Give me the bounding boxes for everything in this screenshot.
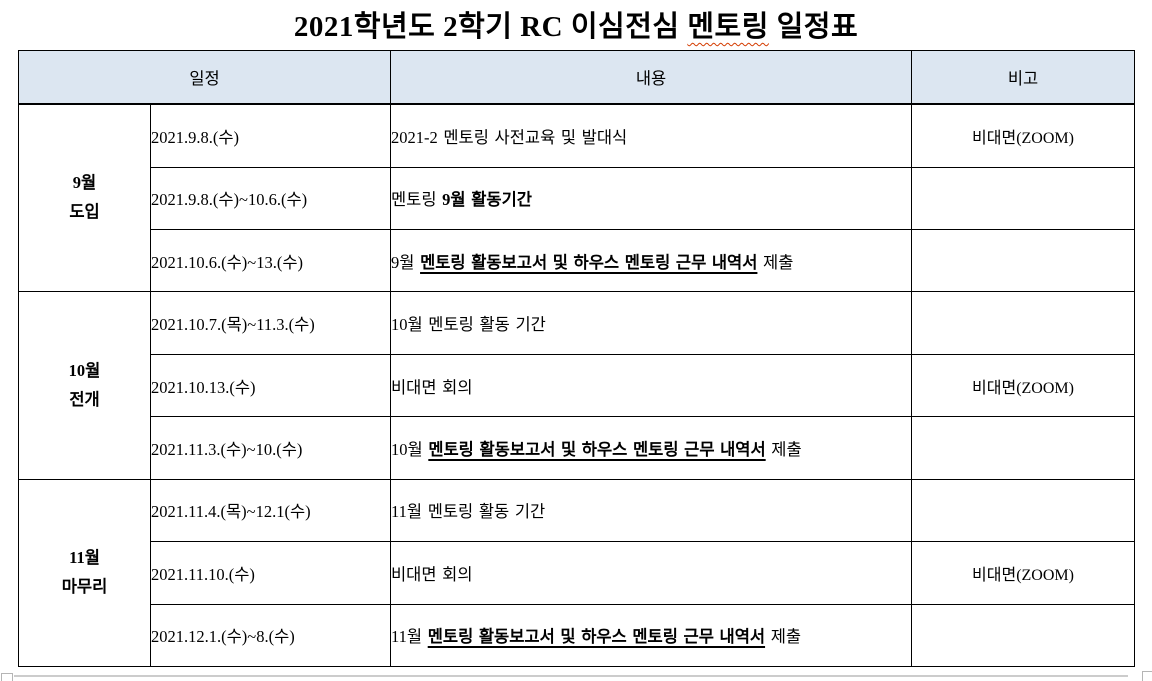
date-cell: 2021.9.8.(수)~10.6.(수) [150,166,391,231]
header-cell-note: 비고 [911,50,1135,105]
content-underlined: 멘토링 활동보고서 및 하우스 멘토링 근무 내역서 [428,439,766,459]
content-underlined: 멘토링 활동보고서 및 하우스 멘토링 근무 내역서 [427,627,766,647]
content-pre: 9월 [391,252,421,272]
title-prefix: 2021학년도 2학기 RC 이심전심 [293,11,688,43]
content-cell: 10월 멘토링 활동보고서 및 하우스 멘토링 근무 내역서 제출 [390,416,912,480]
phase-label: 도입 [69,201,100,221]
content-pre: 멘토링 [391,190,443,210]
content-cell: 11월 멘토링 활동 기간 [390,478,912,543]
content-post: 제출 [765,439,802,459]
content-pre: 2021-2 멘토링 사전교육 및 발대식 [391,127,628,147]
month-group-cell-october: 10월 전개 [18,291,151,480]
note-cell: 비대면(ZOOM) [911,541,1135,605]
date-cell: 2021.11.4.(목)~12.1(수) [150,478,391,543]
note-cell [911,478,1135,543]
date-cell: 2021.11.10.(수) [150,541,391,605]
content-pre: 비대면 회의 [391,564,473,584]
clipped-element-top-edge [14,675,1128,681]
note-cell [911,291,1135,355]
date-cell: 2021.10.13.(수) [150,353,391,418]
table-row: 2021.10.13.(수) 비대면 회의 비대면(ZOOM) [19,353,1135,418]
month-label: 9월 [72,173,97,193]
note-cell [911,229,1135,293]
header-row: 일정 내용 비고 [18,50,1135,105]
content-underlined: 멘토링 활동보고서 및 하우스 멘토링 근무 내역서 [420,252,758,272]
clipped-corner-right [1142,671,1152,681]
content-pre: 11월 [391,627,428,647]
phase-label: 마무리 [61,576,108,596]
table-row: 9월 도입 2021.9.8.(수) 2021-2 멘토링 사전교육 및 발대식… [18,102,1135,293]
header-cell-content: 내용 [390,50,912,105]
note-cell [911,603,1135,667]
content-pre: 10월 [391,439,429,459]
date-cell: 2021.12.1.(수)~8.(수) [150,603,391,667]
table-row: 2021.12.1.(수)~8.(수) 11월 멘토링 활동보고서 및 하우스 … [19,603,1135,667]
title-suffix: 일정표 [768,11,859,43]
date-cell: 2021.11.3.(수)~10.(수) [150,416,391,480]
month-label: 10월 [68,360,101,380]
phase-label: 전개 [69,389,100,409]
content-cell: 2021-2 멘토링 사전교육 및 발대식 [390,103,912,168]
date-cell: 2021.10.7.(목)~11.3.(수) [150,291,391,355]
note-cell: 비대면(ZOOM) [911,353,1135,418]
content-cell: 9월 멘토링 활동보고서 및 하우스 멘토링 근무 내역서 제출 [390,229,912,293]
content-pre: 비대면 회의 [391,377,473,397]
table-row: 2021.11.3.(수)~10.(수) 10월 멘토링 활동보고서 및 하우스… [19,416,1135,480]
table-row: 2021.10.6.(수)~13.(수) 9월 멘토링 활동보고서 및 하우스 … [19,229,1135,293]
content-cell: 비대면 회의 [390,353,912,418]
note-cell: 비대면(ZOOM) [911,103,1135,168]
month-group-cell-november: 11월 마무리 [18,478,151,668]
table-row: 10월 전개 2021.10.7.(목)~11.3.(수) 10월 멘토링 활동… [18,291,1135,480]
content-cell: 비대면 회의 [390,541,912,605]
note-cell [911,416,1135,480]
schedule-table: 일정 내용 비고 9월 도입 2021.9.8.(수) 2021-2 멘토링 사… [18,50,1135,668]
content-post: 제출 [765,627,802,647]
table-row: 2021.9.8.(수)~10.6.(수) 멘토링 9월 활동기간 [19,166,1135,231]
note-cell [911,166,1135,231]
table-row: 2021.11.10.(수) 비대면 회의 비대면(ZOOM) [19,541,1135,605]
content-cell: 10월 멘토링 활동 기간 [390,291,912,355]
month-label: 11월 [69,547,100,567]
date-cell: 2021.9.8.(수) [150,103,391,168]
content-pre: 11월 멘토링 활동 기간 [391,502,546,522]
date-cell: 2021.10.6.(수)~13.(수) [150,229,391,293]
content-post: 제출 [757,252,794,272]
header-cell-schedule: 일정 [18,50,391,105]
table-row: 11월 마무리 2021.11.4.(목)~12.1(수) 11월 멘토링 활동… [18,478,1135,668]
page-title: 2021학년도 2학기 RC 이심전심 멘토링 일정표 [0,3,1152,45]
content-cell: 멘토링 9월 활동기간 [390,166,912,231]
clipped-corner-left [1,673,13,681]
month-group-cell-september: 9월 도입 [18,102,151,293]
title-spellcheck-word: 멘토링 [687,11,769,43]
content-pre: 10월 멘토링 활동 기간 [391,315,546,335]
content-bold: 9월 활동기간 [442,190,532,210]
content-cell: 11월 멘토링 활동보고서 및 하우스 멘토링 근무 내역서 제출 [390,603,912,667]
